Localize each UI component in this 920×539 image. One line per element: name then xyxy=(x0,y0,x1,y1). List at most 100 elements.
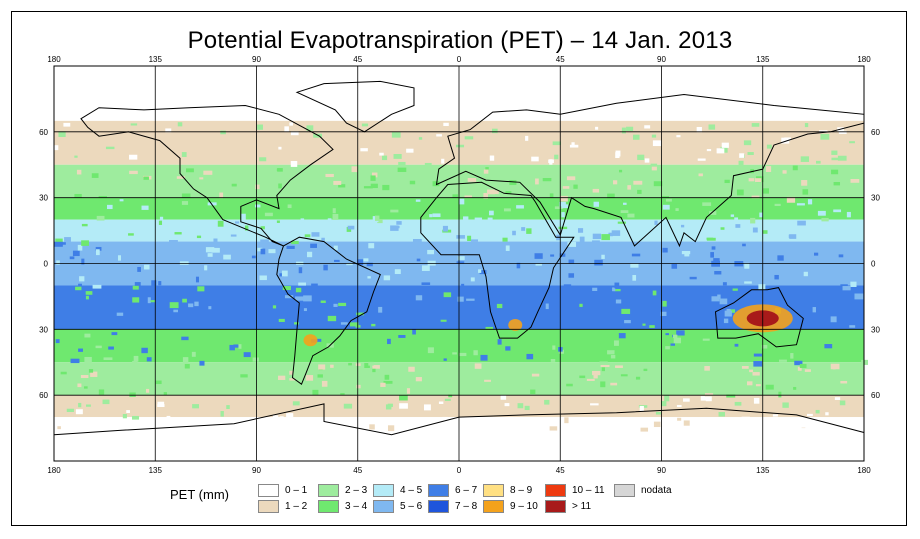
pet-speckle-cell xyxy=(290,160,298,167)
pet-speckle-cell xyxy=(494,190,499,195)
pet-speckle-cell xyxy=(627,213,635,218)
pet-speckle-cell xyxy=(130,123,138,126)
pet-speckle-cell xyxy=(421,265,430,271)
pet-speckle-cell xyxy=(832,365,836,370)
pet-speckle-cell xyxy=(718,412,725,417)
pet-speckle-cell xyxy=(98,389,105,395)
pet-speckle-cell xyxy=(303,308,307,312)
pet-speckle-cell xyxy=(614,288,621,292)
pet-speckle-cell xyxy=(661,218,666,223)
pet-speckle-cell xyxy=(63,122,71,127)
pet-speckle-cell xyxy=(838,254,844,258)
pet-speckle-cell xyxy=(676,135,681,138)
pet-speckle-cell xyxy=(80,375,89,379)
pet-speckle-cell xyxy=(95,345,102,349)
pet-speckle-cell xyxy=(146,357,152,362)
graticule xyxy=(54,66,864,461)
pet-speckle-cell xyxy=(61,242,66,245)
pet-speckle-cell xyxy=(441,158,445,164)
pet-speckle-cell xyxy=(346,263,353,266)
legend-swatch xyxy=(428,484,449,497)
pet-speckle-cell xyxy=(443,292,452,298)
pet-speckle-cell xyxy=(729,309,736,313)
pet-speckle-cell xyxy=(781,137,790,144)
pet-speckle-cell xyxy=(81,258,85,265)
pet-speckle-cell xyxy=(566,176,576,181)
pet-speckle-cell xyxy=(630,263,639,268)
pet-speckle-cell xyxy=(192,404,200,409)
pet-speckle-cell xyxy=(340,322,348,325)
pet-speckle-cell xyxy=(751,123,760,127)
pet-speckle-cell xyxy=(102,399,110,405)
pet-speckle-cell xyxy=(458,352,467,357)
pet-speckle-cell xyxy=(649,325,655,328)
pet-speckle-cell xyxy=(286,245,295,249)
pet-speckle-cell xyxy=(377,219,383,224)
pet-speckle-cell xyxy=(726,308,731,312)
pet-speckle-cell xyxy=(278,183,282,189)
pet-speckle-cell xyxy=(627,185,632,190)
pet-speckle-cell xyxy=(517,403,524,409)
pet-speckle-cell xyxy=(79,276,85,282)
pet-speckle-cell xyxy=(839,400,846,406)
pet-speckle-cell xyxy=(460,425,464,429)
pet-speckle-cell xyxy=(863,122,870,128)
pet-speckle-cell xyxy=(700,396,709,401)
legend-label: 3 – 4 xyxy=(345,501,368,512)
pet-speckle-cell xyxy=(500,395,507,400)
pet-speckle-cell xyxy=(240,213,246,220)
pet-speckle-cell xyxy=(840,380,848,384)
pet-speckle-cell xyxy=(709,427,715,431)
pet-speckle-cell xyxy=(807,199,813,205)
pet-speckle-cell xyxy=(387,338,391,345)
legend-label: 7 – 8 xyxy=(455,501,478,512)
pet-speckle-cell xyxy=(303,295,312,302)
pet-speckle-cell xyxy=(620,210,629,214)
pet-speckle-cell xyxy=(749,369,754,373)
pet-speckle-cell xyxy=(184,363,190,369)
pet-speckle-cell xyxy=(238,344,242,349)
pet-speckle-cell xyxy=(181,152,187,157)
bottom-lon-tick-label: 45 xyxy=(353,466,362,475)
pet-speckle-cell xyxy=(368,243,375,249)
pet-speckle-cell xyxy=(436,134,442,137)
pet-speckle-cell xyxy=(590,403,599,406)
pet-speckle-cell xyxy=(427,249,435,255)
pet-speckle-cell xyxy=(325,173,334,178)
pet-speckle-cell xyxy=(143,264,150,270)
pet-speckle-cell xyxy=(812,307,816,313)
pet-speckle-cell xyxy=(610,426,617,433)
legend-swatch xyxy=(373,484,394,497)
pet-speckle-cell xyxy=(524,405,530,411)
pet-speckle-cell xyxy=(467,235,472,242)
pet-speckle-cell xyxy=(640,427,649,432)
coastline-eurasia xyxy=(435,93,865,248)
pet-speckle-cell xyxy=(719,298,728,305)
legend-label: 1 – 2 xyxy=(285,501,308,512)
pet-speckle-cell xyxy=(831,169,839,175)
pet-speckle-cell xyxy=(765,166,772,172)
pet-speckle-cell xyxy=(255,184,260,190)
pet-speckle-cell xyxy=(734,401,742,406)
pet-speckle-cell xyxy=(664,395,670,402)
pet-speckle-cell xyxy=(545,303,549,310)
pet-speckle-cell xyxy=(372,367,376,373)
pet-speckle-cell xyxy=(391,132,401,138)
pet-speckle-cell xyxy=(427,347,434,354)
pet-speckle-cell xyxy=(165,128,172,133)
map-border xyxy=(53,65,865,462)
pet-speckle-cell xyxy=(166,415,171,420)
pet-speckle-cell xyxy=(181,193,191,199)
pet-speckle-cell xyxy=(619,169,623,173)
pet-speckle-cell xyxy=(415,377,422,382)
pet-speckle-cell xyxy=(77,383,82,388)
pet-speckle-cell xyxy=(240,374,248,378)
pet-speckle-cell xyxy=(608,232,613,237)
pet-speckle-cell xyxy=(479,270,487,275)
pet-speckle-cell xyxy=(492,128,498,134)
pet-speckle-cell xyxy=(854,293,864,300)
pet-speckle-cell xyxy=(673,334,678,339)
pet-speckle-cell xyxy=(566,383,573,387)
pet-speckle-cell xyxy=(642,323,646,326)
pet-speckle-cell xyxy=(842,286,851,291)
